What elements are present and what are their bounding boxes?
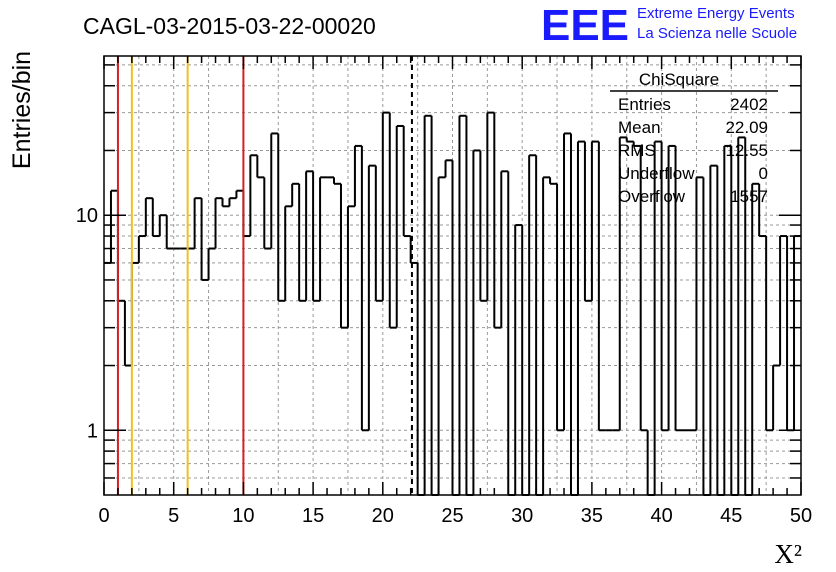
logo-letters: EEE: [541, 1, 629, 50]
stats-label-rms: RMS: [618, 141, 656, 160]
x-tick-label: 10: [232, 505, 254, 527]
chart-title: CAGL-03-2015-03-22-00020: [83, 13, 376, 39]
eee-logo: EEE Extreme Energy Events La Scienza nel…: [541, 1, 797, 50]
x-axis-label: X²: [774, 539, 802, 569]
y-tick-label: 10: [76, 205, 98, 227]
stats-value-overflow: 1557: [730, 187, 768, 206]
x-tick-label: 25: [441, 505, 463, 527]
histogram: [104, 111, 801, 496]
x-tick-labels: 0 5 10 15 20 25 30 35 40 45 50: [98, 505, 812, 527]
stats-value-mean: 22.09: [725, 118, 768, 137]
stats-name: ChiSquare: [639, 70, 719, 89]
y-tick-labels: 1 10: [76, 205, 98, 442]
x-tick-label: 50: [790, 505, 812, 527]
marker-lines: [116, 56, 413, 495]
stats-label-overflow: Overflow: [618, 187, 686, 206]
x-tick-label: 30: [511, 505, 533, 527]
logo-line2: La Scienza nelle Scuole: [637, 25, 797, 42]
x-tick-label: 0: [98, 505, 109, 527]
x-tick-label: 45: [720, 505, 742, 527]
stats-label-underflow: Underflow: [618, 164, 695, 183]
stats-value-rms: 12.55: [725, 141, 768, 160]
x-tick-label: 40: [650, 505, 672, 527]
x-tick-label: 20: [372, 505, 394, 527]
x-tick-label: 15: [302, 505, 324, 527]
stats-box: ChiSquare Entries 2402 Mean 22.09 RMS 12…: [610, 70, 778, 206]
logo-line1: Extreme Energy Events: [637, 5, 795, 22]
y-tick-label: 1: [87, 420, 98, 442]
stats-label-entries: Entries: [618, 95, 671, 114]
x-tick-label: 5: [168, 505, 179, 527]
stats-value-entries: 2402: [730, 95, 768, 114]
stats-value-underflow: 0: [759, 164, 768, 183]
stats-label-mean: Mean: [618, 118, 661, 137]
x-tick-label: 35: [581, 505, 603, 527]
axis-ticks: [103, 56, 802, 495]
y-axis-label: Entries/bin: [8, 51, 36, 169]
